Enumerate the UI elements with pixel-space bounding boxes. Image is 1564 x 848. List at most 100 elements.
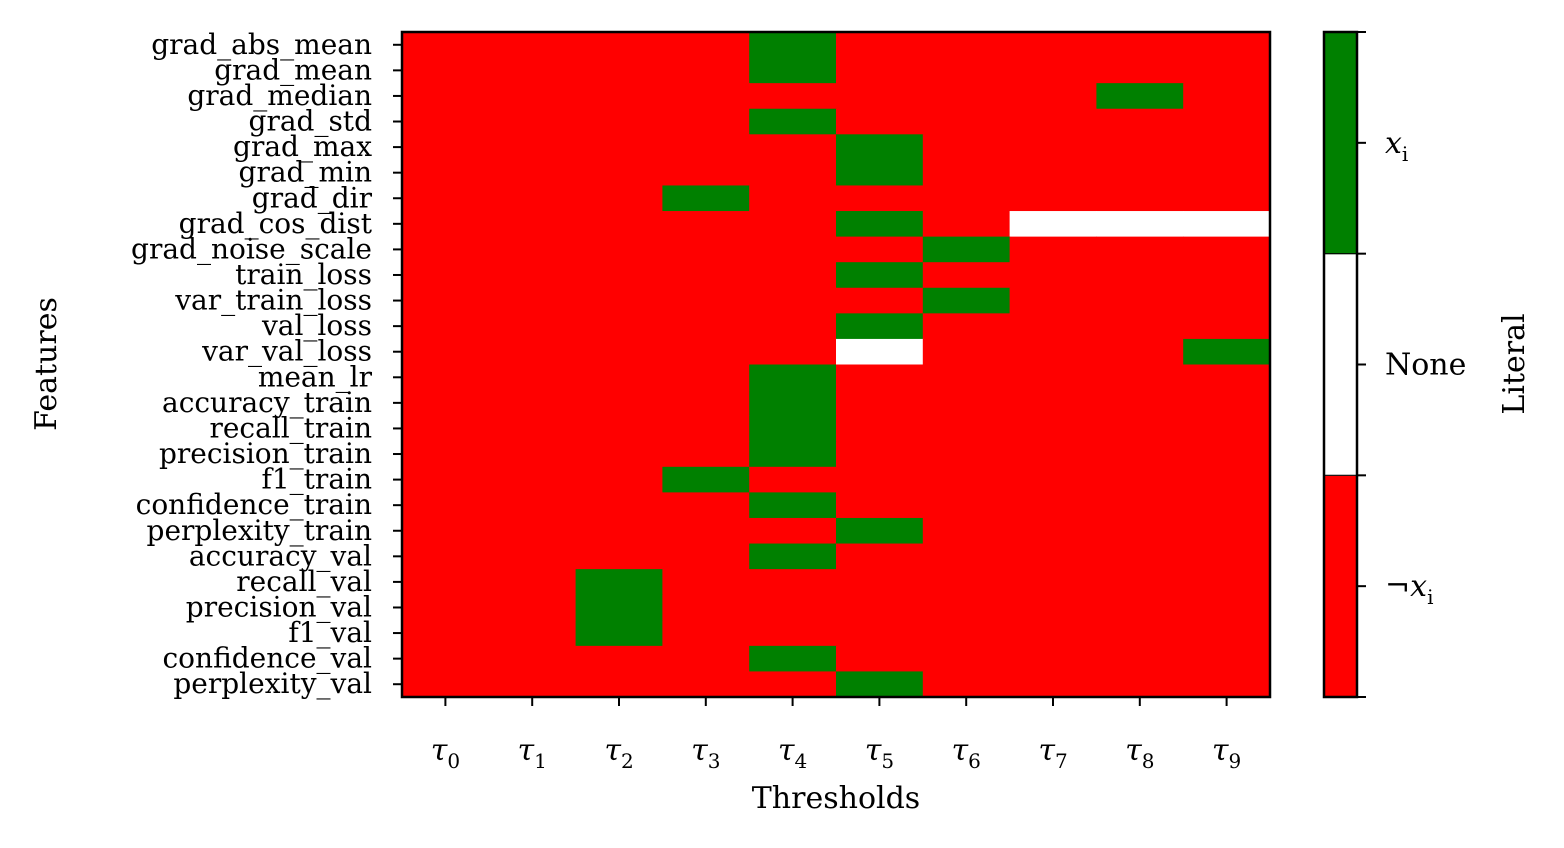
- heatmap-cell: [488, 415, 577, 442]
- y-tick-label: var_val_loss: [201, 335, 372, 368]
- heatmap-cell: [662, 57, 750, 84]
- heatmap-cell: [749, 645, 837, 673]
- heatmap-cell: [575, 364, 663, 391]
- heatmap-cell: [749, 185, 837, 212]
- heatmap-cell: [1096, 671, 1184, 698]
- heatmap-cell: [836, 338, 924, 366]
- heatmap-cell: [575, 134, 663, 161]
- heatmap-cell: [1096, 338, 1184, 366]
- heatmap-cell: [922, 492, 1011, 519]
- heatmap-cell: [575, 517, 663, 545]
- heatmap-cell: [1183, 645, 1271, 673]
- heatmap-cell: [1183, 594, 1271, 621]
- heatmap-cell: [749, 594, 837, 621]
- colorbar-tick-label: xi: [1385, 126, 1408, 166]
- heatmap-cell: [749, 83, 837, 110]
- y-tick-label: accuracy_val: [189, 539, 372, 572]
- heatmap-cell: [1183, 671, 1271, 698]
- heatmap-cell: [836, 134, 924, 161]
- heatmap-cell: [488, 338, 577, 366]
- heatmap-cell: [1009, 364, 1097, 391]
- heatmap-cell: [488, 108, 577, 135]
- heatmap-cell: [1009, 517, 1097, 545]
- x-tick-label: τ5: [865, 733, 894, 773]
- heatmap-cell: [1183, 441, 1271, 468]
- x-axis: τ0 τ1 τ2 τ3 τ4 τ5 τ6 τ7 τ8 τ9: [431, 697, 1241, 773]
- heatmap-cell: [1183, 364, 1271, 391]
- heatmap-cell: [1183, 543, 1271, 570]
- heatmap-cell: [922, 32, 1011, 59]
- heatmap-cell: [1183, 108, 1271, 135]
- heatmap-cell: [1183, 620, 1271, 647]
- heatmap-cell: [402, 159, 490, 187]
- heatmap-cell: [836, 83, 924, 110]
- heatmap-cell: [662, 390, 750, 417]
- heatmap-cell: [922, 83, 1011, 110]
- heatmap-cell: [749, 108, 837, 135]
- heatmap-cell: [662, 517, 750, 545]
- heatmap-cell: [1096, 262, 1184, 289]
- y-tick-label: recall_train: [209, 411, 372, 444]
- y-tick-label: precision_train: [159, 437, 372, 470]
- heatmap-cell: [1009, 390, 1097, 417]
- heatmap-cell: [402, 236, 490, 263]
- heatmap-cell: [922, 211, 1011, 238]
- heatmap-cell: [1183, 390, 1271, 417]
- heatmap-cell: [662, 645, 750, 673]
- heatmap-cell: [1183, 57, 1271, 84]
- heatmap-cell: [1183, 569, 1271, 596]
- heatmap-cell: [662, 338, 750, 366]
- heatmap-cell: [488, 83, 577, 110]
- y-tick-label: grad_noise_scale: [131, 232, 372, 265]
- heatmap-cell: [836, 364, 924, 391]
- heatmap-cell: [749, 338, 837, 366]
- heatmap-cell: [1183, 211, 1271, 238]
- heatmap-cell: [662, 159, 750, 187]
- heatmap-cell: [1009, 671, 1097, 698]
- y-tick-label: perplexity_train: [147, 514, 372, 547]
- heatmap-cell: [1096, 594, 1184, 621]
- heatmap-cell: [1009, 108, 1097, 135]
- heatmap-cells: [402, 32, 1271, 698]
- heatmap-cell: [575, 313, 663, 340]
- heatmap-cell: [402, 134, 490, 161]
- x-axis-label: Thresholds: [752, 781, 920, 816]
- heatmap-cell: [402, 262, 490, 289]
- heatmap-cell: [575, 159, 663, 187]
- heatmap-cell: [402, 57, 490, 84]
- heatmap-cell: [1009, 32, 1097, 59]
- heatmap-cell: [922, 620, 1011, 647]
- heatmap-cell: [488, 645, 577, 673]
- heatmap-cell: [836, 390, 924, 417]
- heatmap-cell: [488, 466, 577, 493]
- y-tick-label: grad_dir: [252, 181, 373, 214]
- heatmap-cell: [922, 569, 1011, 596]
- heatmap-cell: [836, 492, 924, 519]
- heatmap-cell: [1096, 83, 1184, 110]
- y-axis: grad_abs_meangrad_meangrad_mediangrad_st…: [131, 28, 402, 700]
- heatmap-cell: [402, 492, 490, 519]
- heatmap-cell: [749, 262, 837, 289]
- heatmap-cell: [575, 211, 663, 238]
- y-tick-label: grad_median: [187, 79, 372, 112]
- heatmap-cell: [1009, 543, 1097, 570]
- heatmap-cell: [1096, 134, 1184, 161]
- heatmap-cell: [836, 645, 924, 673]
- heatmap-cell: [488, 236, 577, 263]
- heatmap-cell: [836, 594, 924, 621]
- heatmap-cell: [575, 338, 663, 366]
- heatmap-cell: [575, 32, 663, 59]
- heatmap-cell: [575, 415, 663, 442]
- heatmap-cell: [662, 620, 750, 647]
- heatmap-cell: [575, 236, 663, 263]
- y-tick-label: accuracy_train: [162, 386, 372, 419]
- heatmap-cell: [575, 543, 663, 570]
- colorbar-tick-label: ¬xi: [1385, 569, 1433, 609]
- heatmap-cell: [1096, 32, 1184, 59]
- heatmap-cell: [575, 83, 663, 110]
- heatmap-cell: [1009, 415, 1097, 442]
- heatmap-cell: [662, 671, 750, 698]
- heatmap-cell: [488, 594, 577, 621]
- heatmap-cell: [575, 620, 663, 647]
- y-tick-label: grad_std: [249, 105, 373, 138]
